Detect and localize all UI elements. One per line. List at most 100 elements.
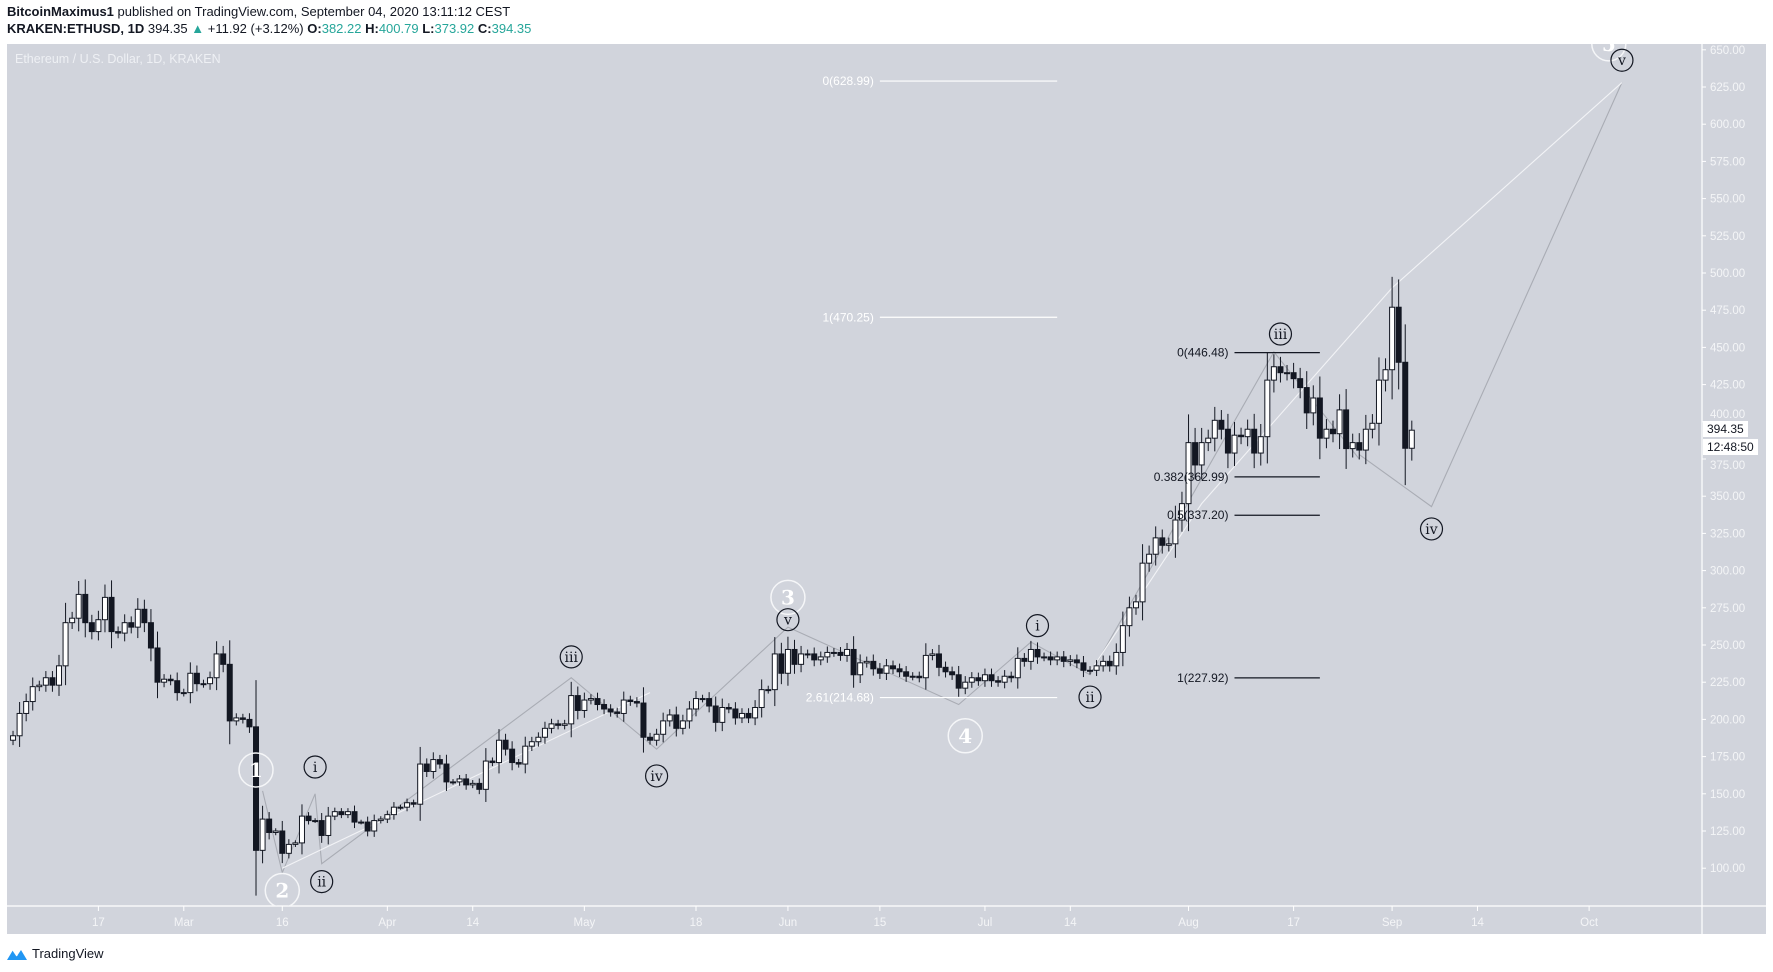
candle — [1270, 354, 1277, 393]
candle — [587, 694, 594, 705]
candle-up — [784, 648, 791, 674]
candle — [1106, 655, 1113, 672]
candle-up — [10, 735, 17, 741]
candle-up — [42, 677, 49, 686]
candle — [1100, 655, 1107, 672]
candle — [489, 757, 496, 767]
close-label: C: — [477, 21, 492, 36]
candle — [272, 828, 279, 836]
candle — [824, 646, 831, 663]
candle — [10, 730, 17, 746]
candle — [187, 662, 194, 704]
candle — [417, 746, 424, 821]
candle-up — [1382, 369, 1389, 381]
low-label: L: — [422, 21, 435, 36]
wave-label-circle — [947, 718, 983, 754]
candle — [128, 616, 135, 634]
candle — [784, 636, 791, 686]
candle — [712, 696, 719, 732]
candle — [1126, 596, 1133, 637]
candle — [863, 656, 870, 668]
candle-up — [1362, 428, 1369, 451]
candle-down — [1238, 434, 1245, 438]
price-tick-label: 525.00 — [1710, 231, 1745, 243]
candle-up — [719, 706, 726, 723]
candle-down — [791, 648, 798, 665]
candle-up — [587, 698, 594, 701]
candle — [916, 671, 923, 683]
candle-up — [758, 689, 765, 708]
candle — [1119, 611, 1126, 667]
wave-label-circle — [1268, 322, 1293, 346]
candle-up — [495, 739, 502, 764]
price-tick-label: 625.00 — [1710, 82, 1745, 94]
candle — [16, 701, 23, 747]
candle — [607, 704, 614, 717]
candle — [581, 692, 588, 718]
candle-down — [850, 648, 857, 676]
candle-down — [1192, 442, 1199, 466]
candle — [121, 614, 128, 642]
candle — [1362, 414, 1369, 465]
candle-up — [377, 818, 384, 822]
published-text: published on TradingView.com, September … — [117, 4, 511, 19]
author-name[interactable]: BitcoinMaximus1 — [7, 4, 114, 19]
candle-up — [331, 811, 338, 817]
wave-label-circle — [1419, 517, 1444, 541]
wave-label-ii: ii — [1078, 685, 1102, 709]
candle — [647, 732, 654, 745]
candle-down — [141, 608, 148, 624]
wave-label-circle — [264, 872, 301, 906]
candle — [1008, 671, 1015, 683]
footer: TradingView — [6, 946, 104, 961]
price-tick-label: 475.00 — [1710, 305, 1745, 317]
candle-down — [942, 666, 949, 673]
time-tick-label: Jun — [779, 917, 798, 929]
candle — [1389, 276, 1396, 400]
candle-up — [679, 720, 686, 729]
candle — [620, 691, 627, 722]
candle — [482, 748, 489, 802]
candle — [1290, 362, 1297, 389]
candle-up — [962, 681, 969, 689]
candle — [666, 709, 673, 727]
candle — [167, 674, 174, 686]
low-value: 373.92 — [434, 21, 475, 36]
candle-up — [450, 781, 457, 784]
tradingview-brand[interactable]: TradingView — [32, 946, 104, 961]
wave-label-circle — [310, 869, 334, 894]
candle — [1132, 594, 1139, 615]
candle-down — [489, 760, 496, 764]
candle — [673, 706, 680, 737]
candle-up — [417, 763, 424, 805]
time-axis[interactable]: 17 Mar 16 Apr 14 May 18 Jun 15 Jul 14 Aug 17 Sep 14 Oct — [92, 906, 1599, 929]
candle-up — [1270, 366, 1277, 381]
candle — [732, 702, 739, 725]
candle — [653, 728, 660, 746]
price-axis[interactable]: 100.00 125.00 150.00 175.00 200.00 225.00 250.… — [1702, 45, 1745, 875]
candle-down — [1251, 428, 1258, 454]
candle — [49, 671, 56, 692]
candle-down — [1277, 366, 1284, 374]
candle — [404, 798, 411, 812]
wave-label-iii: iii — [1268, 322, 1293, 346]
candle — [1041, 652, 1048, 662]
candle-down — [154, 647, 161, 683]
candle-up — [1093, 665, 1100, 671]
candle — [758, 679, 765, 718]
wave-label-2: 2 — [264, 872, 301, 906]
candle — [929, 649, 936, 661]
candle-down — [555, 723, 562, 726]
candle-up — [561, 723, 568, 726]
candle — [233, 713, 240, 726]
candle — [817, 651, 824, 666]
candle — [771, 637, 778, 707]
candle — [601, 699, 608, 715]
symbol-info: KRAKEN:ETHUSD, 1D 394.35 ▲ +11.92 (+3.12… — [7, 21, 531, 36]
wave-label-text: 4 — [958, 724, 972, 748]
wave-label-text: 1 — [249, 758, 263, 782]
candle — [949, 666, 956, 680]
candle — [463, 773, 470, 790]
candle — [430, 752, 437, 779]
